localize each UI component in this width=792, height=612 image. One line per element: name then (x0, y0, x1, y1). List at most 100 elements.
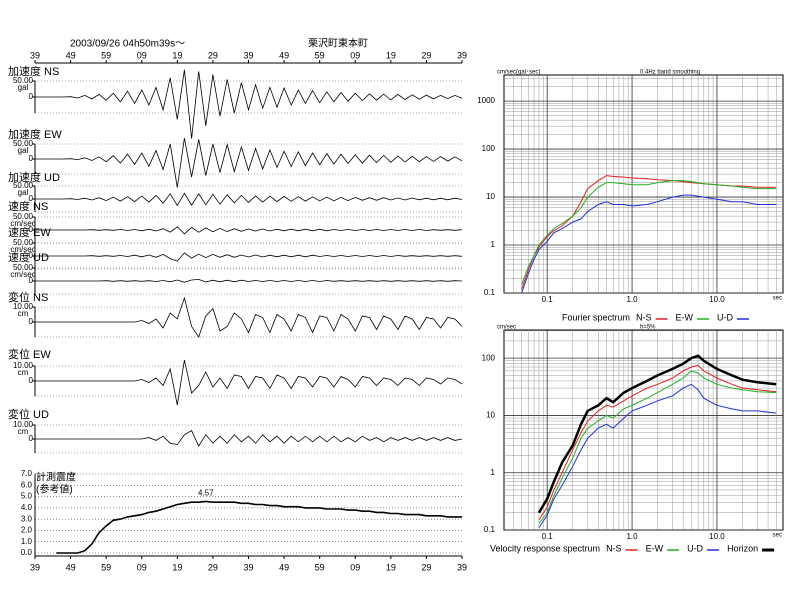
record-title: 2003/09/26 04h50m39s～ (70, 39, 185, 50)
y-tick-label: 0 (29, 276, 34, 285)
spectrum-line (538, 383, 777, 528)
y-tick-label: 0.1 (484, 525, 496, 534)
y-tick-label: 7.0 (21, 469, 33, 478)
panel-label: 速度 EW (8, 225, 51, 239)
waveform (35, 296, 463, 338)
spectrum-line (538, 370, 777, 524)
x-tick-label: 09 (137, 562, 147, 572)
y-tick-label: 0 (29, 154, 34, 163)
y-tick-label: 50.00 (13, 238, 34, 247)
y-tick-label: 0 (29, 194, 34, 203)
waveform (35, 192, 463, 207)
x-tick-label: 39 (30, 562, 40, 572)
legend-title: Fourier spectrum (562, 312, 630, 322)
y-tick-label: 1.0 (21, 537, 33, 546)
panel-label: 加速度 EW (8, 127, 62, 141)
unit-label: gal (18, 83, 29, 92)
x-tick-label: 19 (386, 562, 396, 572)
waveform (35, 278, 463, 283)
x-tick-label: 0.1 (542, 295, 554, 304)
x-tick-label: 09 (137, 50, 147, 60)
x-tick-label: 10.0 (709, 532, 725, 541)
y-tick-label: 10.00 (13, 302, 34, 311)
legend-label: N-S (606, 543, 622, 553)
y-tick-label: 0 (29, 92, 34, 101)
x-tick-label: 39 (30, 50, 40, 60)
station-name: 栗沢町東本町 (308, 37, 368, 50)
unit-label: gal (18, 146, 29, 155)
spectrum-line (537, 354, 777, 514)
x-tick-label: 49 (279, 562, 289, 572)
panel-label: 加速度 UD (8, 170, 60, 184)
plot-frame (503, 74, 784, 294)
chart-subtitle: 0.4Hz band smoothing (640, 70, 700, 76)
legend-label: E-W (676, 312, 694, 322)
y-tick-label: 0 (29, 376, 34, 385)
y-tick-label: 3.0 (21, 514, 33, 523)
y-tick-label: 50.00 (13, 181, 34, 190)
x-tick-label: 39 (243, 50, 253, 60)
y-tick-label: 50.00 (13, 212, 34, 221)
x-tick-label: 09 (350, 50, 360, 60)
x-tick-label: 39 (457, 50, 467, 60)
x-tick-label: 59 (101, 50, 111, 60)
unit-label: cm/sec (10, 270, 35, 279)
x-tick-label: 29 (208, 562, 218, 572)
legend-label: Horizon (727, 543, 758, 553)
waveform (35, 69, 463, 139)
y-tick-label: 1000 (477, 96, 495, 105)
legend-title: Velocity response spectrum (490, 543, 600, 553)
y-axis-label: 計測震度 (36, 471, 76, 484)
waveform (35, 359, 463, 406)
x-tick-label: 0.1 (542, 532, 554, 541)
x-tick-label: 29 (421, 50, 431, 60)
y-tick-label: 1 (491, 240, 496, 249)
x-tick-label: 49 (66, 50, 76, 60)
legend-label: N-S (636, 312, 652, 322)
y-tick-label: 0 (29, 225, 34, 234)
x-tick-label: 10.0 (709, 295, 725, 304)
y-tick-label: 1 (491, 468, 496, 477)
panel-label: 速度 NS (8, 199, 48, 213)
y-tick-label: 10 (486, 411, 495, 420)
x-tick-label: 39 (457, 562, 467, 572)
unit-label: cm (18, 309, 29, 318)
x-tick-label: 59 (315, 562, 325, 572)
y-axis-label: cm/sec(gal･sec) (497, 70, 540, 76)
x-tick-label: 1.0 (626, 295, 638, 304)
x-tick-label: 29 (208, 50, 218, 60)
x-tick-label: 19 (386, 50, 396, 60)
unit-label: cm/sec (10, 219, 35, 228)
y-tick-label: 4.0 (21, 503, 33, 512)
x-tick-label: 29 (421, 562, 431, 572)
y-tick-label: 100 (482, 353, 496, 362)
y-tick-label: 6.0 (21, 480, 33, 489)
y-tick-label: 10.00 (13, 420, 34, 429)
waveform (35, 226, 463, 235)
panel-label: 変位 NS (8, 290, 48, 304)
waveform (35, 252, 463, 262)
y-tick-label: 50.00 (13, 76, 34, 85)
spectrum-line (521, 180, 777, 285)
unit-label: cm (18, 368, 29, 377)
x-tick-label: 1.0 (626, 532, 638, 541)
x-tick-label: 19 (172, 50, 182, 60)
panel-label: 速度 UD (8, 250, 49, 264)
x-tick-label: 39 (243, 562, 253, 572)
x-tick-label: 49 (279, 50, 289, 60)
y-axis-label: cm/sec (497, 325, 516, 331)
spectrum-line (521, 194, 777, 294)
legend-label: E-W (646, 543, 664, 553)
x-axis-label: sec (773, 296, 782, 302)
x-axis-label: sec (773, 533, 782, 539)
x-tick-label: 59 (315, 50, 325, 60)
y-tick-label: 2.0 (21, 526, 33, 535)
y-tick-label: 0.1 (484, 288, 496, 297)
chart-subtitle: h=5% (640, 325, 656, 331)
waveform (35, 430, 463, 447)
panel-label: 変位 UD (8, 407, 49, 421)
panel-label: 変位 EW (8, 347, 51, 361)
unit-label: cm/sec (10, 245, 35, 254)
y-axis-label: (参考値) (36, 483, 73, 496)
